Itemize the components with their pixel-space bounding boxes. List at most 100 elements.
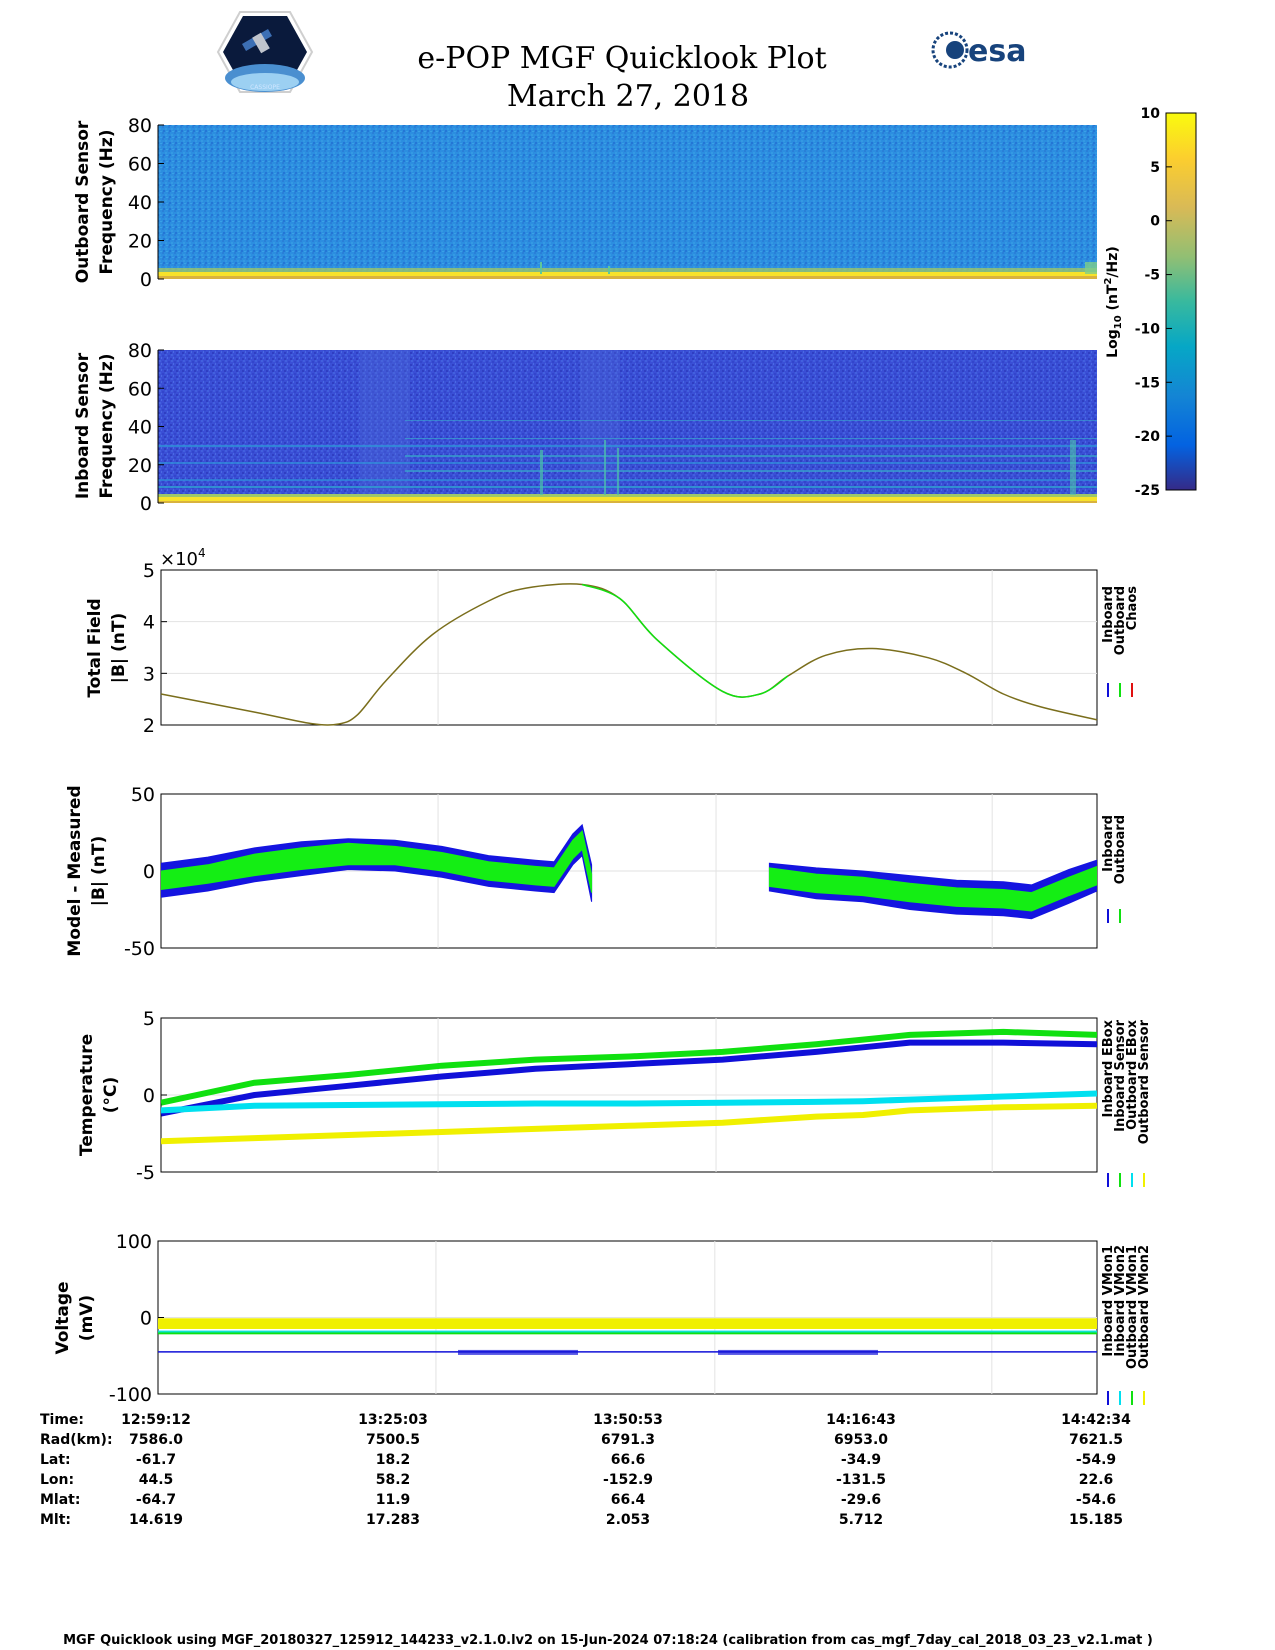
inboard-y-label-2: Frequency (Hz) — [97, 353, 117, 498]
info-row-label: Lon: — [40, 1472, 74, 1488]
info-cell: 7621.5 — [1069, 1432, 1123, 1448]
temperature-y-tick-label: 5 — [143, 1008, 155, 1030]
total-field-multiplier: ×104 — [160, 546, 206, 570]
model-measured-panel: 50 0 -50 Model - Measured |B| (nT) Inboard… — [65, 784, 1128, 960]
temperature-y-label-1: Temperature — [77, 1034, 97, 1156]
info-cell: 6791.3 — [601, 1432, 655, 1448]
colorbar-tick-label: 5 — [1150, 160, 1160, 176]
info-cell: 7586.0 — [129, 1432, 183, 1448]
info-row-label: Lat: — [40, 1452, 71, 1468]
outboard-y-tick-label: 80 — [128, 115, 152, 137]
outboard-y-tick-label: 40 — [128, 192, 152, 214]
voltage-legend-label: Outboard VMon2 — [1137, 1245, 1152, 1369]
temperature-panel: 5 0 -5 Temperature (°C) Inboard EBoxInboar… — [77, 1008, 1152, 1187]
colorbar-tick-label: -20 — [1135, 429, 1161, 445]
info-cell: 13:25:03 — [358, 1412, 428, 1428]
total-field-panel: 5 4 3 2 ×104 Total Field |B| (nT) InboardOu… — [85, 546, 1140, 737]
info-cell: 17.283 — [366, 1512, 420, 1528]
total-field-y-tick-label: 5 — [143, 560, 155, 582]
outboard-y-tick-label: 0 — [140, 269, 152, 291]
info-cell: -34.9 — [841, 1452, 881, 1468]
voltage-y-ticks: 100 0 -100 — [109, 1231, 164, 1406]
outboard-spectrogram — [158, 125, 1097, 279]
voltage-y-tick-label: -100 — [109, 1384, 152, 1406]
info-cell: -152.9 — [603, 1472, 653, 1488]
colorbar: 10 5 0 -5 -10 -15 -20 -25 Log10 (nT2/Hz) — [1103, 106, 1197, 499]
model-measured-outboard-band — [768, 865, 1097, 912]
info-cell: 22.6 — [1079, 1472, 1114, 1488]
info-cell: 7500.5 — [366, 1432, 420, 1448]
total-field-y-label-1: Total Field — [85, 598, 105, 697]
voltage-y-label-1: Voltage — [53, 1281, 73, 1354]
info-row-label: Rad(km): — [40, 1432, 113, 1448]
total-field-grid — [161, 570, 1097, 725]
colorbar-tick-label: 0 — [1150, 214, 1160, 230]
info-cell: 2.053 — [606, 1512, 650, 1528]
voltage-y-tick-label: 0 — [140, 1308, 152, 1330]
info-cell: -64.7 — [136, 1492, 176, 1508]
model-measured-y-tick-label: -50 — [124, 938, 155, 960]
total-field-y-ticks: 5 4 3 2 — [143, 560, 167, 737]
info-cell: -54.9 — [1076, 1452, 1116, 1468]
info-cell: 66.4 — [611, 1492, 646, 1508]
plot-date: March 27, 2018 — [507, 79, 749, 114]
outboard-y-label-2: Frequency (Hz) — [97, 129, 117, 274]
info-cell: 44.5 — [139, 1472, 174, 1488]
inboard-y-label-1: Inboard Sensor — [73, 352, 93, 499]
outboard-y-label-1: Outboard Sensor — [73, 120, 93, 283]
info-row-label: Time: — [40, 1412, 84, 1428]
total-field-y-tick-label: 3 — [143, 663, 155, 685]
voltage-inboard-vmon1-noise — [718, 1349, 878, 1355]
info-cell: -131.5 — [836, 1472, 886, 1488]
outboard-y-tick-label: 60 — [128, 154, 152, 176]
inboard-y-axis: 80 60 40 20 0 Inboard Sensor Frequency (Hz) — [73, 340, 164, 515]
info-cell: 6953.0 — [834, 1432, 888, 1448]
info-row-label: Mlt: — [40, 1512, 71, 1528]
temperature-series-line — [161, 1028, 1097, 1106]
voltage-outboard-vmon1-band — [158, 1331, 1097, 1335]
info-cell: -54.6 — [1076, 1492, 1116, 1508]
voltage-y-tick-label: 100 — [116, 1231, 152, 1253]
info-cell: -61.7 — [136, 1452, 176, 1468]
info-cell: 14:16:43 — [826, 1412, 896, 1428]
esa-logo: esa — [931, 31, 1026, 69]
info-cell: 13:50:53 — [593, 1412, 663, 1428]
temperature-legend-label: Inboard Sensor — [1113, 1019, 1128, 1131]
inboard-y-tick-label: 80 — [128, 340, 152, 362]
temperature-y-tick-label: 0 — [143, 1085, 155, 1107]
model-measured-legend-label: Inboard — [1101, 815, 1116, 872]
voltage-outboard-vmon2-band — [158, 1318, 1097, 1329]
voltage-panel: 100 0 -100 Voltage (mV) Inboard VMon1Inboa… — [53, 1231, 1152, 1406]
model-measured-legend-label: Outboard — [1113, 815, 1128, 884]
plot-title: e-POP MGF Quicklook Plot — [417, 41, 826, 76]
total-field-legend-label: Inboard — [1101, 586, 1116, 643]
inboard-y-tick-label: 0 — [140, 493, 152, 515]
total-field-y-tick-label: 2 — [143, 715, 155, 737]
info-cell: -29.6 — [841, 1492, 881, 1508]
inboard-spectrogram — [158, 350, 1097, 503]
colorbar-tick-label: -15 — [1135, 375, 1160, 391]
voltage-lines — [158, 1318, 1097, 1355]
colorbar-tick-label: -10 — [1135, 321, 1161, 337]
voltage-inboard-vmon2-line — [158, 1330, 1097, 1333]
temperature-series-line — [161, 1090, 1097, 1114]
inboard-y-tick-label: 20 — [128, 455, 152, 477]
info-cell: 58.2 — [376, 1472, 411, 1488]
mission-logo: CASSIOPE — [216, 11, 314, 93]
total-field-legend-label: Chaos — [1125, 586, 1140, 630]
info-cell: 18.2 — [376, 1452, 411, 1468]
inboard-y-tick-label: 60 — [128, 378, 152, 400]
voltage-y-label-2: (mV) — [77, 1295, 97, 1341]
voltage-legend-label: Outboard VMon1 — [1125, 1245, 1140, 1369]
info-cell: 66.6 — [611, 1452, 646, 1468]
model-measured-y-label-1: Model - Measured — [65, 785, 85, 956]
info-cell: 11.9 — [376, 1492, 411, 1508]
model-measured-outboard-band — [161, 830, 593, 893]
outboard-y-ticks: 80 60 40 20 0 — [128, 115, 164, 291]
mission-logo-text: CASSIOPE — [250, 84, 280, 91]
colorbar-tick-label: 10 — [1141, 106, 1161, 122]
voltage-legend-label: Inboard VMon1 — [1101, 1245, 1116, 1357]
temperature-legend-label: Outboard Sensor — [1137, 1019, 1152, 1144]
